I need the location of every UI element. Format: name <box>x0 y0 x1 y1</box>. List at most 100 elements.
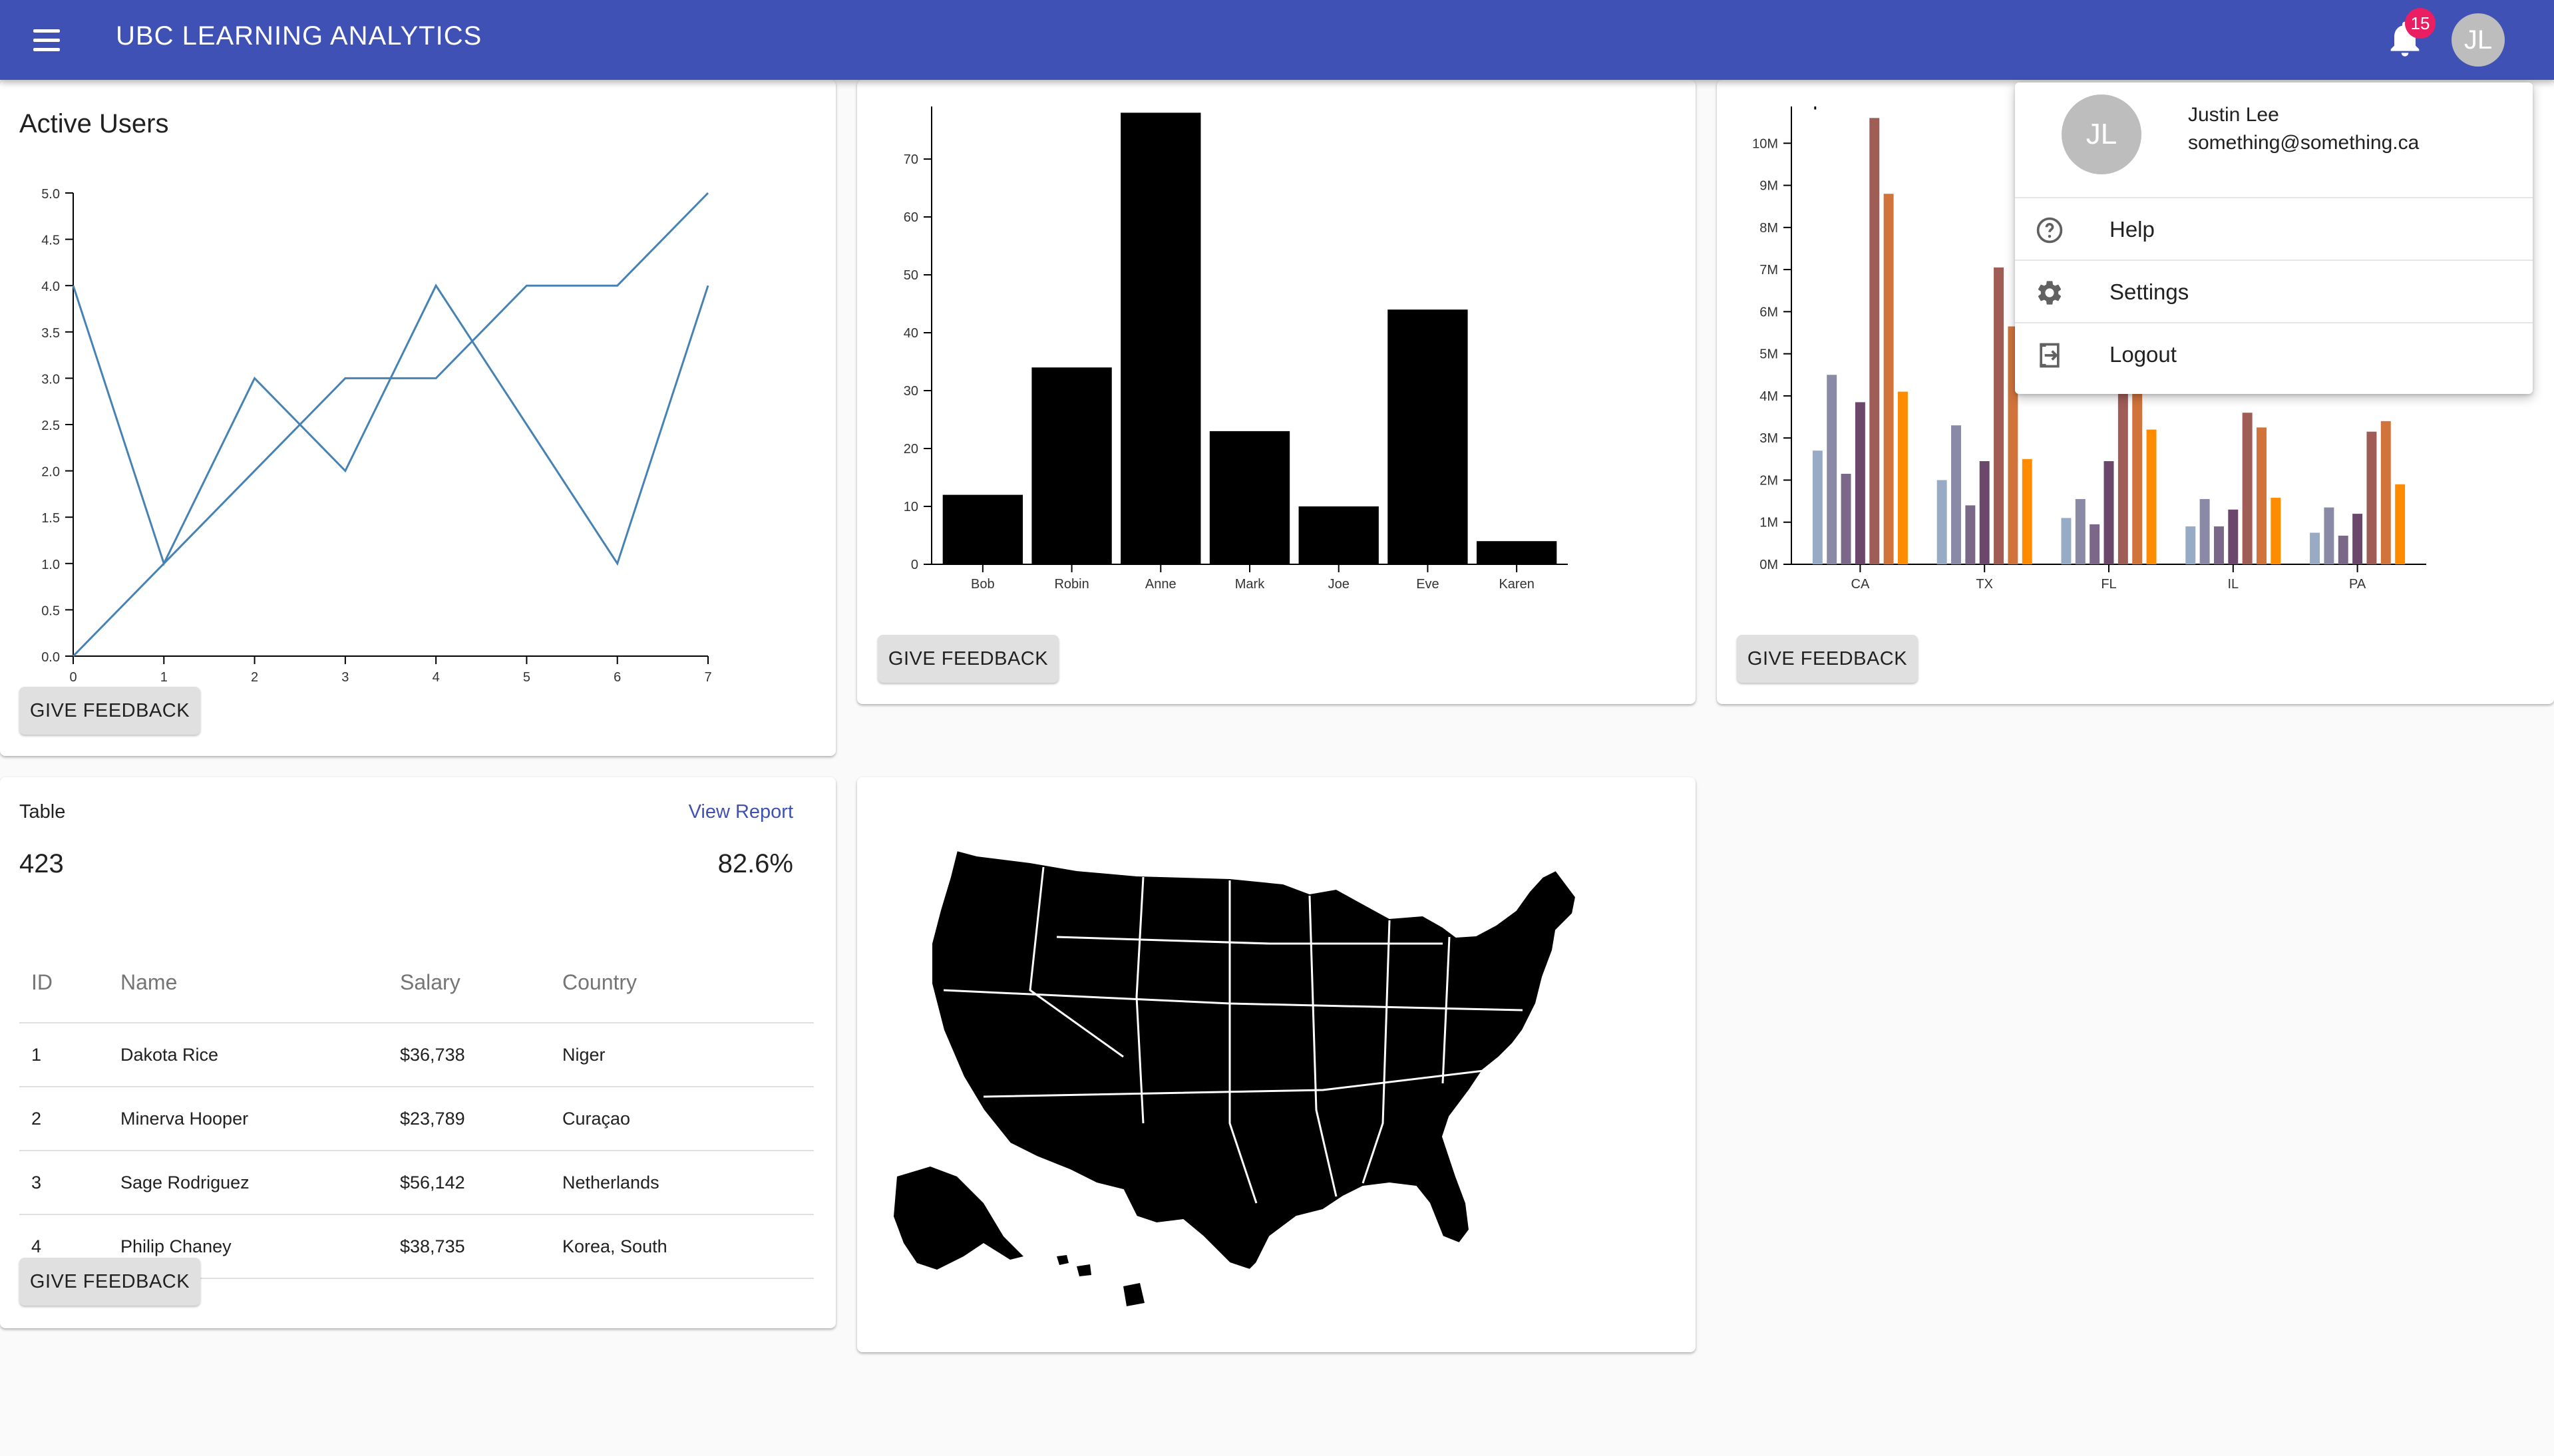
bar-il-4 <box>2228 509 2239 564</box>
user-menu-avatar: JL <box>2062 94 2141 174</box>
column-header-salary[interactable]: Salary <box>388 942 550 1023</box>
cell-country: Niger <box>550 1023 814 1087</box>
user-menu: JL Justin Lee something@something.ca Hel… <box>2015 83 2533 394</box>
bar-tx-5 <box>1994 267 2004 564</box>
series-line-1 <box>72 192 709 657</box>
menu-item-settings[interactable]: Settings <box>2015 260 2533 322</box>
y-tick-label: 6M <box>1759 305 1778 319</box>
table-header-row: ID Name Salary Country <box>19 942 814 1023</box>
bar-ca-7 <box>1897 391 1908 564</box>
cell-salary: $38,735 <box>388 1214 550 1279</box>
menu-icon[interactable] <box>27 20 67 60</box>
x-tick-label: 4 <box>433 670 440 685</box>
y-tick-label: 5.0 <box>41 187 60 202</box>
table-row[interactable]: 3 Sage Rodriguez $56,142 Netherlands <box>19 1151 814 1215</box>
menu-item-help[interactable]: Help <box>2015 197 2533 260</box>
cell-country: Korea, South <box>550 1214 814 1279</box>
y-tick-label: 1M <box>1759 516 1778 530</box>
bar-mark <box>1209 431 1290 564</box>
y-tick-label: 1.5 <box>41 511 60 526</box>
names-bar-chart: 0 10 20 30 40 50 60 70 80 Bob Robin Anne Mark Joe Eve K… <box>904 106 1568 592</box>
give-feedback-button[interactable]: GIVE FEEDBACK <box>19 687 200 735</box>
x-tick-label: 6 <box>614 670 621 685</box>
logout-icon <box>2040 343 2060 368</box>
bar-joe <box>1298 506 1379 564</box>
bar-ca-1 <box>1812 451 1823 564</box>
menu-item-label: Logout <box>2109 342 2177 367</box>
active-users-card: Active Users 0.0 0.5 1.0 1.5 2.0 2.5 3.0 3.5 4.0… <box>0 80 836 756</box>
active-users-line-chart: 0.0 0.5 1.0 1.5 2.0 2.5 3.0 3.5 4.0 4.5 5.0 0 1 2 3 4 5 6… <box>41 187 711 685</box>
us-counties-map <box>894 849 1577 1306</box>
x-tick-label: TX <box>1976 577 1993 592</box>
y-tick-label: 40 <box>904 326 918 341</box>
y-tick-label: 8M <box>1759 221 1778 236</box>
alaska-shape <box>894 1167 1023 1270</box>
table-row[interactable]: 1 Dakota Rice $36,738 Niger <box>19 1023 814 1087</box>
y-tick-label: 5M <box>1759 347 1778 362</box>
bar-pa-6 <box>2380 421 2391 564</box>
y-tick-label: 10M <box>1752 136 1778 151</box>
gear-icon <box>2038 281 2062 305</box>
bar-fl-6 <box>2132 375 2143 564</box>
y-tick-label: 0.5 <box>41 604 60 618</box>
bar-tx-3 <box>1965 505 1976 564</box>
y-tick-label: 20 <box>904 442 918 456</box>
stat-count: 423 <box>19 849 64 878</box>
x-tick-label: Joe <box>1328 577 1350 592</box>
bar-karen <box>1476 541 1557 564</box>
bar-ca-6 <box>1883 194 1894 564</box>
bar-bob <box>942 494 1023 564</box>
bar-pa-1 <box>2310 532 2320 564</box>
y-tick-label: 0 <box>911 558 918 572</box>
x-tick-label: PA <box>2349 577 2366 592</box>
y-tick-label: 2.5 <box>41 419 60 433</box>
menu-item-label: Help <box>2109 217 2155 242</box>
bar-il-1 <box>2185 526 2196 564</box>
bar-fl-3 <box>2090 524 2100 564</box>
y-tick-label: 2.0 <box>41 465 60 480</box>
y-tick-label: 80 <box>904 106 918 109</box>
cell-name: Dakota Rice <box>108 1023 388 1087</box>
table-title: Table <box>19 801 66 822</box>
column-header-country[interactable]: Country <box>550 942 814 1023</box>
column-header-id[interactable]: ID <box>19 942 108 1023</box>
bar-il-5 <box>2242 413 2253 564</box>
column-header-name[interactable]: Name <box>108 942 388 1023</box>
bar-il-7 <box>2271 498 2281 564</box>
user-name: Justin Lee <box>2188 104 2279 126</box>
bar-fl-2 <box>2075 498 2086 564</box>
x-tick-label: Robin <box>1054 577 1089 592</box>
bar-tx-4 <box>1979 460 1990 564</box>
x-tick-label: 5 <box>523 670 530 685</box>
x-tick-label: IL <box>2227 577 2239 592</box>
y-tick-label: 4.5 <box>41 234 60 248</box>
y-tick-label: 4.0 <box>41 279 60 294</box>
help-circle-icon <box>2036 217 2063 244</box>
bar-fl-7 <box>2146 429 2157 564</box>
us-mainland-shape <box>931 849 1577 1271</box>
y-tick-label: 0M <box>1759 558 1778 572</box>
y-tick-label: 3M <box>1759 431 1778 446</box>
give-feedback-button[interactable]: GIVE FEEDBACK <box>19 1258 200 1306</box>
table-row[interactable]: 2 Minerva Hooper $23,789 Curaçao <box>19 1087 814 1151</box>
x-tick-label: Anne <box>1145 577 1177 592</box>
cell-id: 3 <box>19 1151 108 1215</box>
give-feedback-button[interactable]: GIVE FEEDBACK <box>878 635 1059 683</box>
cell-id: 2 <box>19 1087 108 1151</box>
app-bar: UBC LEARNING ANALYTICS 15 JL <box>0 0 2554 80</box>
bar-pa-3 <box>2338 535 2348 564</box>
cell-name: Sage Rodriguez <box>108 1151 388 1215</box>
view-report-link[interactable]: View Report <box>688 801 793 822</box>
bar-pa-2 <box>2324 507 2334 564</box>
bar-il-6 <box>2257 427 2267 564</box>
notification-badge: 15 <box>2405 8 2436 39</box>
state-borders <box>943 866 1523 1204</box>
bar-pa-7 <box>2395 484 2406 564</box>
menu-item-logout[interactable]: Logout <box>2015 322 2533 385</box>
bar-fl-4 <box>2103 460 2114 564</box>
bar-ca-4 <box>1855 402 1865 564</box>
give-feedback-button[interactable]: GIVE FEEDBACK <box>1737 635 1918 683</box>
y-tick-label: 9M <box>1759 179 1778 194</box>
bar-ca-3 <box>1841 473 1851 564</box>
user-avatar-button[interactable]: JL <box>2452 13 2505 67</box>
